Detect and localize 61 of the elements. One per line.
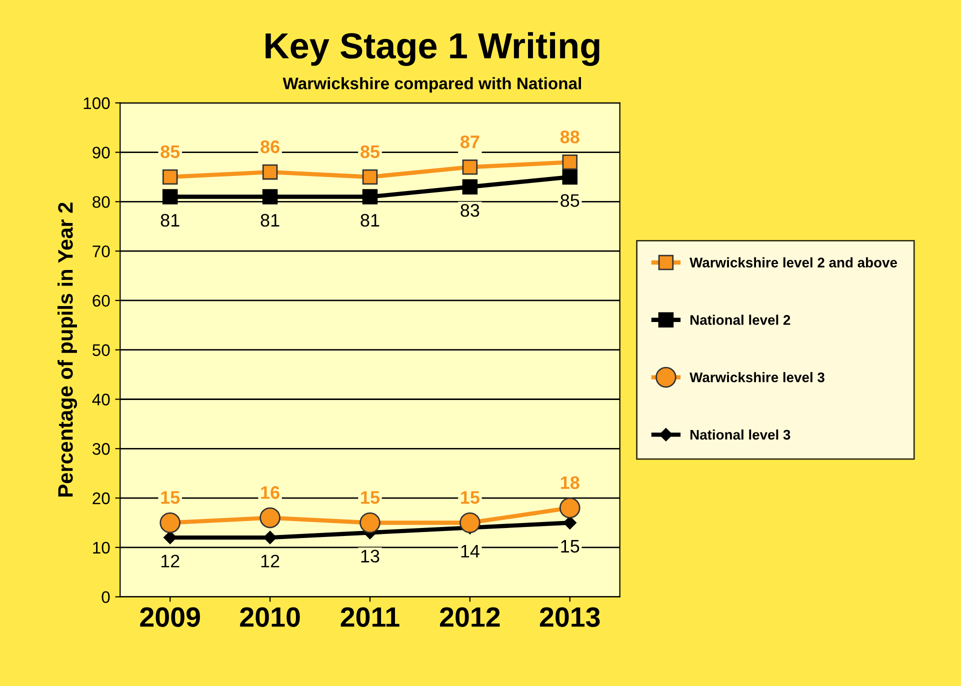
data-label: 83: [460, 204, 480, 217]
y-tick-label: 70: [92, 245, 110, 258]
data-label: 81: [360, 214, 380, 227]
y-tick-label: 0: [102, 591, 110, 604]
y-tick-label: 100: [84, 97, 110, 110]
point: [362, 169, 378, 185]
y-tick-label: 30: [92, 443, 110, 455]
data-label: 87: [460, 135, 480, 148]
point: [562, 154, 578, 170]
point: [462, 159, 478, 175]
data-label: 85: [360, 145, 380, 158]
y-tick-label: 10: [93, 542, 110, 554]
point: [360, 512, 380, 534]
data-label: 81: [260, 214, 280, 227]
y-tick-label: 20: [92, 492, 110, 504]
chart-title: Key Stage 1 Writing: [266, 32, 600, 66]
point: [559, 497, 580, 518]
point: [160, 512, 181, 534]
point: [562, 169, 578, 185]
x-tick-label: 2011: [340, 607, 400, 627]
point: [563, 516, 576, 530]
data-label: 13: [361, 550, 380, 563]
data-label: 16: [261, 486, 280, 499]
point: [164, 530, 177, 544]
data-label: 15: [161, 491, 180, 504]
point: [162, 169, 178, 185]
data-label: 85: [560, 194, 580, 207]
point: [262, 164, 278, 180]
data-label: 12: [161, 554, 180, 568]
y-tick-label: 80: [92, 196, 110, 208]
y-tick-label: 60: [92, 294, 110, 307]
legend-label: National level 3: [690, 429, 790, 440]
legend-label: National level 2: [690, 314, 790, 325]
y-tick-label: 40: [92, 394, 110, 406]
point: [462, 179, 478, 195]
data-label: 85: [160, 145, 180, 158]
data-label: 12: [261, 554, 280, 568]
point: [460, 512, 480, 534]
point: [263, 530, 277, 544]
point: [162, 189, 178, 204]
point: [262, 189, 278, 204]
chart-subtitle: Warwickshire compared with National: [282, 77, 581, 93]
x-tick-label: 2013: [540, 607, 600, 627]
x-tick-label: 2012: [440, 607, 500, 627]
x-tick-label: 2010: [240, 607, 300, 627]
data-label: 18: [560, 476, 580, 490]
point: [362, 189, 378, 204]
data-label: 14: [461, 545, 480, 558]
data-label: 15: [361, 491, 380, 504]
legend-label: Warwickshire level 3: [690, 372, 824, 382]
y-axis-title: Percentage of pupils in Year 2: [58, 202, 78, 496]
y-tick-label: 90: [92, 146, 110, 158]
point: [260, 507, 280, 528]
legend-label: Warwickshire level 2 and above: [690, 257, 897, 268]
data-label: 15: [561, 540, 580, 553]
data-label: 86: [260, 140, 280, 154]
data-label: 88: [560, 130, 580, 144]
data-label: 15: [461, 491, 480, 504]
y-tick-label: 50: [92, 344, 110, 356]
data-label: 81: [160, 214, 180, 227]
x-tick-label: 2009: [140, 607, 200, 627]
